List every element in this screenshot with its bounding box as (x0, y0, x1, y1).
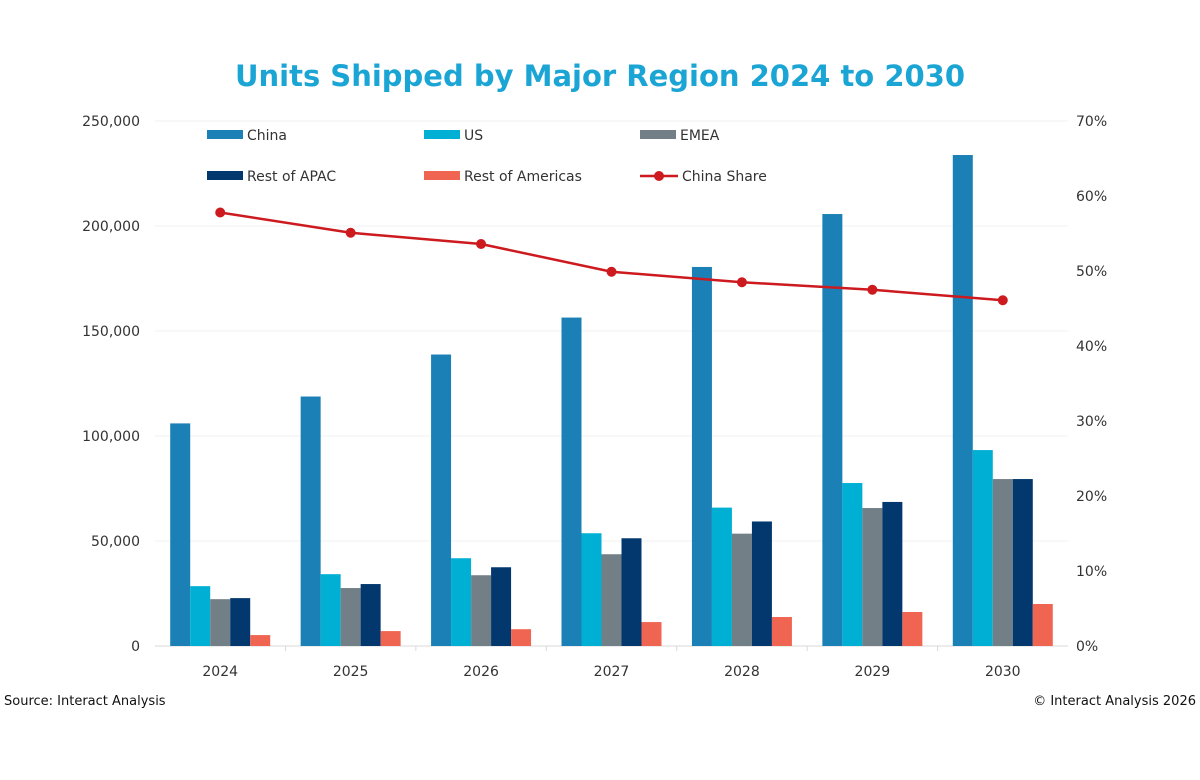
bar-rest-of-americas-2024 (250, 635, 271, 646)
x-tick-label: 2025 (333, 664, 369, 680)
bar-emea-2028 (731, 533, 752, 646)
bar-rest-of-apac-2029 (882, 501, 903, 646)
china-share-point-2030 (997, 295, 1008, 306)
bar-rest-of-apac-2025 (360, 584, 381, 646)
bar-us-2024 (190, 586, 211, 646)
china-share-point-2024 (215, 207, 226, 218)
y2-tick-label: 40% (1076, 339, 1107, 355)
y-tick-label: 100,000 (82, 429, 140, 445)
bar-rest-of-apac-2027 (621, 538, 642, 646)
china-share-line (215, 207, 1008, 306)
legend-label: EMEA (680, 128, 720, 144)
bar-china-2028 (691, 266, 712, 646)
x-axis: 2024 2025 2026 2027 2028 2029 2030 (202, 646, 1021, 680)
bar-rest-of-americas-2028 (771, 617, 792, 646)
y-tick-label: 150,000 (82, 324, 140, 340)
legend-item-emea: EMEA (640, 128, 720, 144)
legend-swatch (207, 130, 243, 139)
legend: China US EMEA Rest of APAC Rest of Americas C… (207, 128, 767, 185)
legend-label: Rest of Americas (464, 169, 582, 185)
legend-swatch (640, 130, 676, 139)
bar-us-2025 (320, 574, 341, 646)
legend-marker (654, 171, 664, 181)
bar-china-2029 (822, 214, 843, 646)
bar-rest-of-americas-2029 (902, 611, 923, 646)
y2-tick-label: 70% (1076, 114, 1107, 130)
bar-china-2030 (952, 155, 973, 646)
legend-item-rest-of-apac: Rest of APAC (207, 169, 336, 185)
x-tick-label: 2024 (202, 664, 238, 680)
bar-us-2030 (972, 450, 993, 646)
bar-rest-of-apac-2024 (230, 598, 251, 646)
y2-tick-label: 30% (1076, 414, 1107, 430)
y2-tick-label: 20% (1076, 489, 1107, 505)
bar-emea-2025 (340, 588, 361, 646)
x-tick-label: 2030 (985, 664, 1021, 680)
bar-emea-2024 (210, 599, 231, 646)
bar-emea-2026 (471, 575, 492, 646)
legend-label: China (247, 128, 287, 144)
bar-rest-of-apac-2030 (1012, 479, 1033, 646)
legend-label: Rest of APAC (247, 169, 336, 185)
y-axis-right: 0% 10% 20% 30% 40% 50% 60% 70% (1076, 114, 1107, 655)
bar-china-2025 (300, 396, 321, 646)
legend-label: US (464, 128, 483, 144)
bar-china-2026 (431, 354, 452, 646)
legend-item-rest-of-americas: Rest of Americas (424, 169, 582, 185)
x-tick-label: 2028 (724, 664, 760, 680)
x-tick-label: 2026 (463, 664, 499, 680)
legend-swatch (424, 171, 460, 180)
y-tick-label: 250,000 (82, 114, 140, 130)
bar-us-2028 (711, 507, 732, 646)
y2-tick-label: 60% (1076, 189, 1107, 205)
copyright-note: © Interact Analysis 2026 (1033, 694, 1196, 709)
x-tick-label: 2029 (855, 664, 891, 680)
y-tick-label: 200,000 (82, 219, 140, 235)
bar-rest-of-americas-2025 (380, 631, 401, 646)
bar-us-2026 (451, 558, 472, 646)
legend-swatch (424, 130, 460, 139)
y2-tick-label: 10% (1076, 564, 1107, 580)
bar-rest-of-apac-2026 (491, 567, 512, 646)
y-tick-label: 50,000 (91, 534, 140, 550)
china-share-point-2025 (345, 227, 356, 238)
bar-rest-of-americas-2026 (511, 629, 532, 646)
legend-label: China Share (682, 169, 767, 185)
bar-rest-of-americas-2027 (641, 622, 662, 646)
bar-us-2027 (581, 533, 602, 646)
legend-item-china: China (207, 128, 287, 144)
y-axis-left: 0 50,000 100,000 150,000 200,000 250,000 (82, 114, 140, 655)
source-note: Source: Interact Analysis (4, 694, 166, 709)
y2-tick-label: 0% (1076, 639, 1098, 655)
china-share-point-2026 (476, 239, 487, 249)
y2-tick-label: 50% (1076, 264, 1107, 280)
bar-china-2024 (170, 423, 191, 646)
china-share-point-2029 (867, 284, 878, 295)
bar-china-2027 (561, 317, 582, 646)
y-tick-label: 0 (131, 639, 140, 655)
china-share-point-2028 (736, 277, 747, 288)
bar-rest-of-apac-2028 (751, 521, 772, 646)
bar-us-2029 (842, 483, 863, 646)
legend-item-us: US (424, 128, 483, 144)
china-share-point-2027 (606, 266, 617, 277)
chart-title: Units Shipped by Major Region 2024 to 20… (235, 59, 965, 93)
bar-emea-2029 (862, 508, 883, 646)
bar-emea-2030 (992, 479, 1013, 646)
x-tick-label: 2027 (594, 664, 630, 680)
bars (170, 155, 1053, 646)
bar-rest-of-americas-2030 (1032, 604, 1053, 646)
bar-emea-2027 (601, 554, 622, 646)
legend-item-china-share: China Share (640, 169, 767, 185)
legend-swatch (207, 171, 243, 180)
